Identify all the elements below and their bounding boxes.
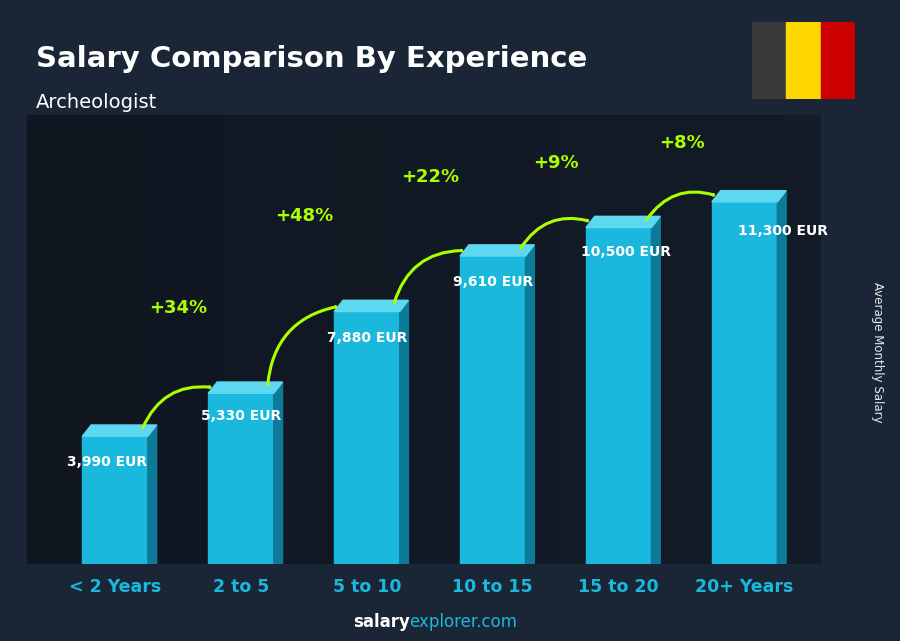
Polygon shape	[334, 300, 409, 312]
Polygon shape	[400, 300, 409, 564]
Polygon shape	[148, 425, 157, 564]
Bar	[821, 22, 855, 99]
Polygon shape	[526, 245, 535, 564]
Text: 5,330 EUR: 5,330 EUR	[201, 410, 281, 423]
FancyArrowPatch shape	[394, 250, 462, 303]
Text: 7,880 EUR: 7,880 EUR	[327, 331, 407, 345]
FancyArrowPatch shape	[142, 387, 210, 428]
FancyArrowPatch shape	[647, 192, 714, 220]
Text: explorer.com: explorer.com	[410, 613, 518, 631]
Text: salary: salary	[353, 613, 410, 631]
FancyArrowPatch shape	[267, 306, 336, 385]
Text: +48%: +48%	[274, 207, 333, 225]
Bar	[460, 256, 526, 564]
Bar	[83, 436, 148, 564]
Text: +34%: +34%	[149, 299, 207, 317]
Text: Archeologist: Archeologist	[36, 93, 158, 112]
Text: Salary Comparison By Experience: Salary Comparison By Experience	[36, 45, 587, 73]
Bar	[712, 202, 778, 564]
Text: 10,500 EUR: 10,500 EUR	[580, 245, 670, 259]
Polygon shape	[460, 245, 535, 256]
Polygon shape	[778, 190, 786, 564]
Bar	[208, 393, 274, 564]
Text: +9%: +9%	[533, 154, 579, 172]
Polygon shape	[586, 216, 661, 228]
Text: +8%: +8%	[659, 135, 705, 153]
Text: 3,990 EUR: 3,990 EUR	[68, 455, 148, 469]
Polygon shape	[208, 382, 283, 393]
Bar	[786, 22, 821, 99]
Polygon shape	[274, 382, 283, 564]
Text: Average Monthly Salary: Average Monthly Salary	[871, 282, 884, 423]
Text: 11,300 EUR: 11,300 EUR	[738, 224, 828, 238]
Bar	[586, 228, 652, 564]
Polygon shape	[652, 216, 661, 564]
Bar	[334, 312, 400, 564]
Polygon shape	[83, 425, 157, 436]
Polygon shape	[712, 190, 786, 202]
FancyArrowPatch shape	[521, 219, 588, 248]
Text: 9,610 EUR: 9,610 EUR	[453, 275, 533, 289]
Bar	[752, 22, 786, 99]
Text: +22%: +22%	[400, 168, 459, 186]
